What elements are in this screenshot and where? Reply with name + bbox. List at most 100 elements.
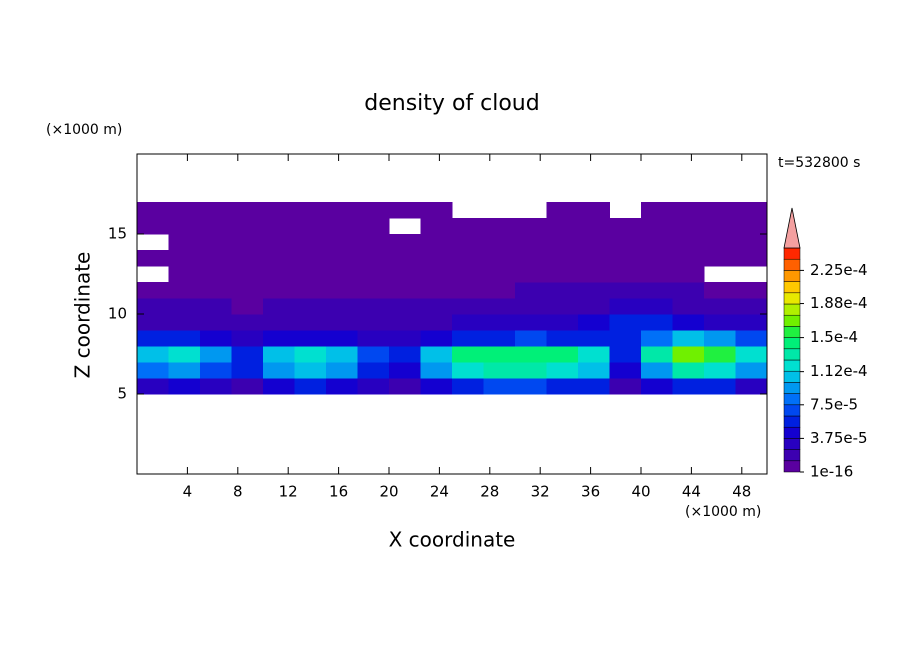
contour-cell [137, 314, 169, 331]
colorbar-band [783, 348, 801, 361]
contour-cell [420, 362, 453, 379]
contour-cell [200, 314, 232, 331]
contour-cell [200, 282, 232, 299]
contour-cell [609, 298, 642, 315]
contour-cell [231, 330, 264, 347]
contour-cell [578, 314, 610, 331]
contour-cell [200, 330, 232, 347]
contour-cell [231, 346, 264, 363]
contour-cell [389, 282, 421, 299]
contour-cell [483, 266, 516, 283]
contour-cell [200, 202, 232, 219]
x-tick-label: 4 [183, 483, 193, 501]
contour-cell [200, 250, 232, 267]
contour-cell [546, 250, 579, 267]
contour-cell [231, 378, 264, 395]
contour-cell [578, 266, 610, 283]
contour-cell [263, 298, 295, 315]
contour-cell [168, 266, 201, 283]
contour-cell [263, 378, 295, 395]
contour-cell [231, 234, 264, 251]
contour-cell [389, 250, 421, 267]
contour-cell [168, 346, 201, 363]
contour-cell [137, 202, 169, 219]
contour-cell [389, 234, 421, 251]
colorbar-band [783, 270, 801, 282]
colorbar-band [783, 314, 801, 327]
contour-cell [483, 282, 516, 299]
y-tick-label: 5 [117, 385, 127, 403]
contour-cell [515, 266, 547, 283]
contour-cell [389, 298, 421, 315]
contour-cell [735, 378, 768, 395]
contour-cell [641, 330, 673, 347]
contour-cell [294, 218, 327, 235]
contour-cell [168, 250, 201, 267]
x-tick-label: 12 [279, 483, 298, 501]
colorbar-label: 1.5e-4 [810, 328, 858, 346]
contour-cell [515, 234, 547, 251]
contour-cell [420, 378, 453, 395]
contour-cell [420, 234, 453, 251]
colorbar-band [783, 438, 801, 450]
colorbar-band [783, 281, 801, 294]
colorbar-band [783, 292, 801, 305]
contour-cell [452, 234, 484, 251]
contour-cell [672, 282, 705, 299]
contour-cell [578, 346, 610, 363]
contour-cell [452, 298, 484, 315]
contour-cell [168, 330, 201, 347]
contour-cell [326, 202, 358, 219]
contour-cell [483, 314, 516, 331]
contour-cell [704, 346, 736, 363]
contour-cell [704, 378, 736, 395]
contour-cell [200, 266, 232, 283]
contour-cell [609, 362, 642, 379]
contour-cell [137, 330, 169, 347]
contour-cell [546, 234, 579, 251]
contour-cell [231, 218, 264, 235]
contour-cell [704, 314, 736, 331]
colorbar-label: 1e-16 [810, 463, 853, 481]
contour-cell [231, 314, 264, 331]
contour-cell [294, 202, 327, 219]
contour-cell [231, 250, 264, 267]
contour-cell [137, 250, 169, 267]
contour-cell [420, 218, 453, 235]
contour-cell [168, 234, 201, 251]
contour-cell [641, 250, 673, 267]
y-label: Z coordinate [71, 252, 95, 379]
colorbar-label: 7.5e-5 [810, 395, 858, 413]
contour-cell [704, 330, 736, 347]
contour-cell [641, 234, 673, 251]
contour-cell [672, 218, 705, 235]
contour-cell [357, 266, 390, 283]
contour-cell [200, 346, 232, 363]
contour-cell [294, 250, 327, 267]
contour-cell [168, 314, 201, 331]
contour-cell [420, 346, 453, 363]
contour-cell [326, 346, 358, 363]
contour-cell [420, 330, 453, 347]
colorbar-label: 1.88e-4 [810, 294, 868, 312]
contour-cell [641, 202, 673, 219]
contour-cell [420, 282, 453, 299]
contour-cell [609, 330, 642, 347]
colorbar-band [783, 370, 801, 383]
contour-cell [546, 266, 579, 283]
contour-cell [641, 346, 673, 363]
contour-cell [483, 250, 516, 267]
contour-cell [641, 314, 673, 331]
contour-cell [452, 346, 484, 363]
contour-cell [137, 362, 169, 379]
x-tick-label: 24 [430, 483, 449, 501]
contour-cell [641, 378, 673, 395]
y-tick-label: 15 [108, 225, 127, 243]
contour-cell [326, 250, 358, 267]
contour-cell [231, 202, 264, 219]
contour-cell [735, 346, 768, 363]
contour-cell [735, 282, 768, 299]
contour-cell [735, 234, 768, 251]
contour-cell [263, 330, 295, 347]
contour-cell [641, 298, 673, 315]
